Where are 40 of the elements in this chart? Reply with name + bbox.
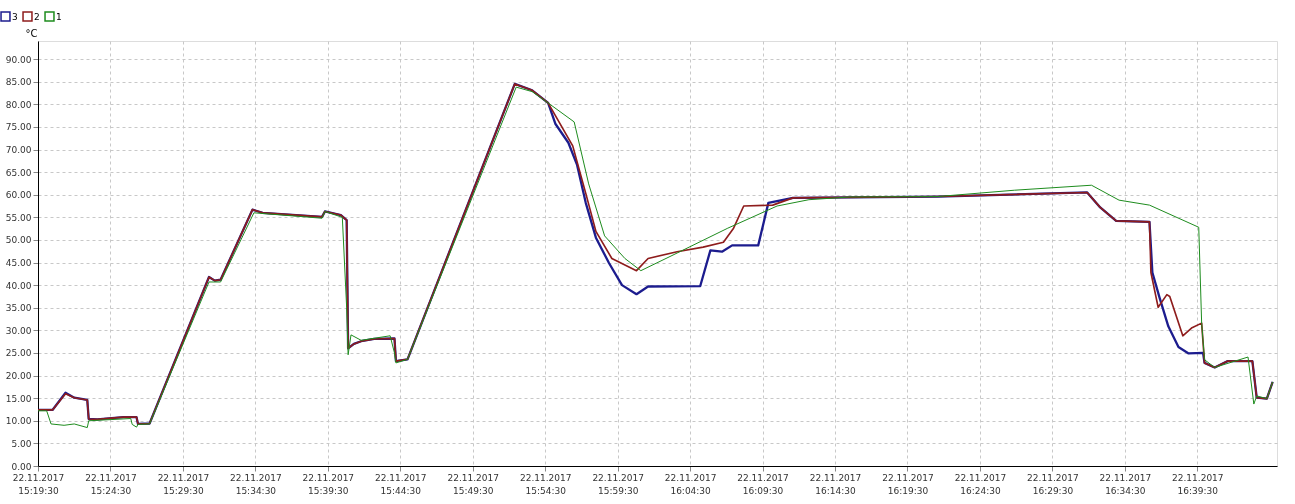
x-tick-label: 22.11.2017 16:14:30 [809,472,862,496]
y-tick-label: 60.00 [5,190,32,201]
legend-label: 1 [56,11,62,22]
y-tick-label: 80.00 [5,99,32,110]
y-tick-label: 20.00 [5,371,32,382]
y-tick-label: 75.00 [5,122,32,133]
x-tick-label: 22.11.2017 15:39:30 [302,472,355,496]
x-tick-label: 22.11.2017 15:29:30 [157,472,210,496]
y-tick-label: 65.00 [5,167,32,178]
x-tick-label: 22.11.2017 15:44:30 [375,472,427,496]
y-tick-label: 90.00 [5,54,32,65]
y-tick-label: 45.00 [5,258,32,269]
x-tick-label: 22.11.2017 15:54:30 [519,472,572,496]
x-tick-label: 22.11.2017 16:04:30 [664,472,717,496]
x-tick-label: 22.11.2017 15:19:30 [12,472,65,496]
legend-label: 3 [12,11,18,22]
y-tick-label: 5.00 [11,438,32,449]
x-tick-label: 22.11.2017 15:49:30 [447,472,499,496]
x-tick-label: 22.11.2017 16:19:30 [882,472,934,496]
x-tick-label: 22.11.2017 15:34:30 [230,472,282,496]
y-tick-label: 15.00 [5,393,32,404]
x-tick-label: 22.11.2017 15:59:30 [592,472,644,496]
y-axis-title: °C [25,27,38,39]
y-tick-label: 70.00 [5,145,32,156]
x-tick-label: 22.11.2017 16:34:30 [1099,472,1152,496]
x-tick-label: 22.11.2017 15:24:30 [85,472,137,496]
y-tick-label: 0.00 [11,461,32,472]
y-tick-label: 55.00 [5,212,32,223]
y-tick-label: 40.00 [5,280,32,291]
y-tick-label: 10.00 [5,416,32,427]
y-tick-label: 25.00 [5,348,32,359]
x-tick-label: 22.11.2017 16:39:30 [1172,472,1224,496]
y-tick-label: 30.00 [5,325,32,336]
y-tick-label: 85.00 [5,77,32,88]
x-tick-label: 22.11.2017 16:24:30 [954,472,1007,496]
y-tick-label: 35.00 [5,303,32,314]
y-tick-label: 50.00 [5,235,32,246]
x-tick-label: 22.11.2017 16:29:30 [1027,472,1079,496]
x-tick-label: 22.11.2017 16:09:30 [737,472,789,496]
legend-label: 2 [34,11,40,22]
